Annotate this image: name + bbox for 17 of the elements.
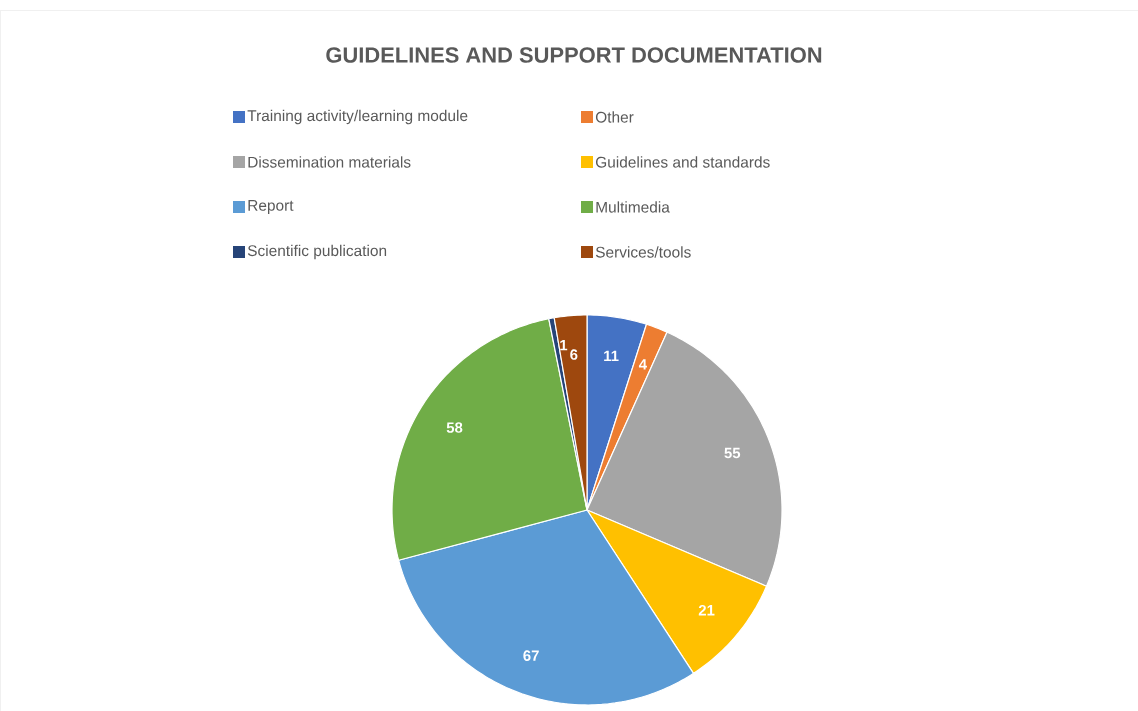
legend-label: Report	[248, 200, 294, 214]
legend-label: Dissemination materials	[248, 156, 411, 168]
data-label: 4	[638, 359, 647, 370]
chart-title: GUIDELINES AND SUPPORT DOCUMENTATION	[326, 47, 822, 63]
data-label: 58	[446, 422, 463, 433]
data-label: 21	[698, 604, 715, 616]
data-label: 6	[570, 349, 578, 360]
data-label: 1	[560, 339, 568, 351]
legend-label: Scientific publication	[247, 244, 387, 260]
data-label: 67	[523, 650, 539, 661]
legend-label: Training activity/learning module	[247, 109, 468, 125]
legend-label: Services/tools	[595, 246, 691, 258]
legend-label: Guidelines and standards	[595, 156, 770, 168]
legend-label: Multimedia	[596, 201, 670, 213]
legend-label: Other	[595, 111, 634, 123]
data-label: 55	[724, 447, 741, 459]
data-label: 11	[604, 350, 619, 361]
